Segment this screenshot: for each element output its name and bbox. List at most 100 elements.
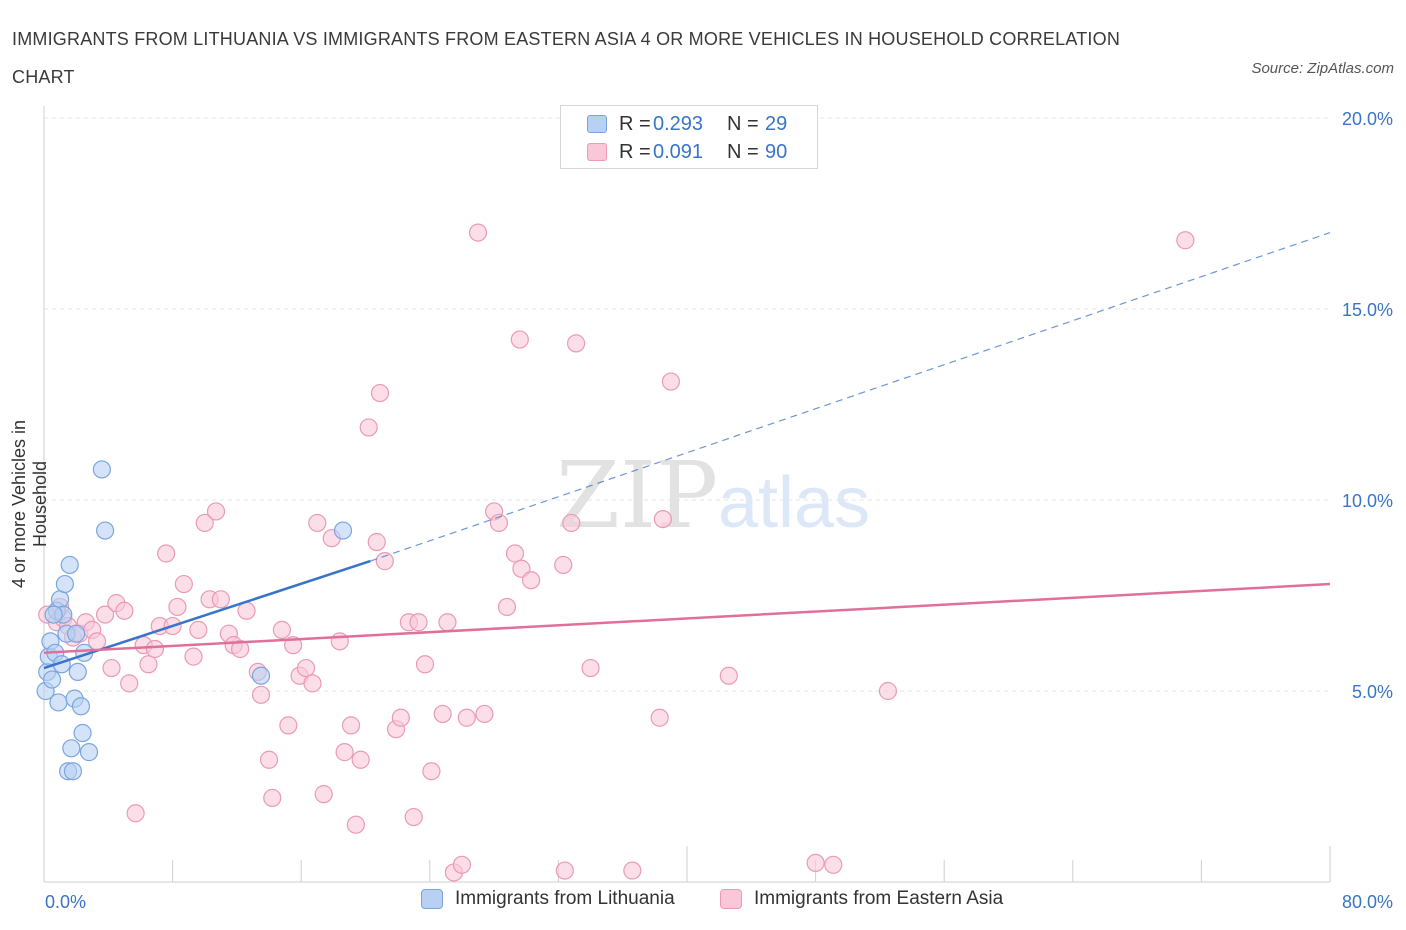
lithuania-point [63,762,83,781]
eastern-asia-point [510,330,529,349]
eastern-asia-point [351,750,370,769]
lithuania-trend-extension [370,232,1331,562]
watermark: ZIP atlas [556,442,870,549]
lithuania-point [333,521,353,540]
legend-n-label: N = [727,112,759,135]
legend-r-value: 0.293 [653,112,704,135]
eastern-asia-point [404,807,423,827]
eastern-asia-point [438,613,457,632]
series-name-eastern-asia: Immigrants from Eastern Asia [754,888,1004,909]
legend-n-value: 29 [765,112,788,135]
x-tick-label-min: 0.0% [45,892,86,912]
eastern-asia-points [38,223,1195,882]
eastern-asia-point [335,743,354,762]
eastern-asia-point [279,716,298,735]
lithuania-point [50,590,70,609]
eastern-asia-point [341,716,361,735]
series-name-lithuania: Immigrants from Lithuania [455,888,675,909]
eastern-asia-point [391,708,410,727]
eastern-asia-point [330,632,349,651]
eastern-asia-point [184,647,203,666]
eastern-asia-point [259,750,279,769]
eastern-asia-point [95,605,115,624]
y-axis-label: 4 or more Vehicles in Household [9,419,50,589]
eastern-asia-point [1176,231,1195,250]
eastern-asia-point [174,574,193,594]
trend-lines [43,232,1331,670]
eastern-asia-point [566,334,586,353]
eastern-asia-point [422,762,441,781]
eastern-asia-point [231,639,250,659]
lithuania-point [67,624,86,643]
eastern-asia-point [263,788,282,808]
tick-labels: 5.0% 10.0% 15.0% 20.0% 0.0% 80.0% [45,109,1393,912]
eastern-asia-point [168,597,187,617]
eastern-asia-point [623,861,642,880]
legend-swatch-pink [587,143,607,161]
eastern-asia-point [115,601,134,620]
eastern-asia-point [296,658,316,678]
y-tick-label: 10.0% [1342,491,1393,511]
series-swatch-pink [720,889,742,909]
lithuania-point [71,697,91,716]
legend-n-label: N = [727,140,759,163]
eastern-asia-point [195,513,214,533]
eastern-asia-point [719,666,738,685]
eastern-asia-point [367,532,386,552]
eastern-asia-point [468,223,488,242]
eastern-asia-point [206,502,226,521]
series-swatch-blue [421,889,443,909]
eastern-asia-point [555,861,574,880]
eastern-asia-point [189,620,208,639]
eastern-asia-point [457,708,476,727]
eastern-asia-point [308,513,327,533]
x-tick-label-max: 80.0% [1342,892,1393,912]
eastern-asia-point [475,704,494,724]
source-label: Source: ZipAtlas.com [1251,60,1394,77]
legend-swatch-blue [587,115,607,133]
eastern-asia-point [562,513,581,533]
eastern-asia-point [452,855,472,874]
eastern-asia-point [824,855,843,874]
lithuania-point [49,693,68,712]
lithuania-point [62,739,81,758]
eastern-asia-point [120,674,139,693]
axes [43,106,1331,883]
eastern-asia-point [102,658,121,678]
eastern-asia-point [211,590,230,609]
eastern-asia-point [497,597,517,617]
eastern-asia-point [370,383,390,403]
series-legend-eastern-asia: Immigrants from Eastern Asia [720,888,1003,910]
eastern-asia-point [157,544,176,563]
lithuania-point [251,666,271,685]
eastern-asia-point [806,853,825,873]
eastern-asia-point [505,544,525,563]
eastern-asia-point [314,785,333,804]
eastern-asia-point [489,513,509,533]
lithuania-points [36,460,353,781]
eastern-asia-point [433,704,452,724]
eastern-asia-point [272,620,292,639]
legend-n-value: 90 [765,140,788,163]
eastern-asia-point [346,815,365,834]
lithuania-point [44,605,63,624]
series-legend-lithuania: Immigrants from Lithuania [421,888,675,910]
legend-r-label: R = [619,112,651,135]
lithuania-point [55,574,74,594]
eastern-asia-point [303,674,322,693]
lithuania-point [68,662,87,682]
legend-r-value: 0.091 [653,140,704,163]
y-tick-label: 15.0% [1342,300,1393,320]
y-tick-label: 5.0% [1352,682,1393,702]
eastern-asia-point [126,804,145,823]
lithuania-point [60,555,79,575]
chart-title: IMMIGRANTS FROM LITHUANIA VS IMMIGRANTS … [12,29,1121,87]
eastern-asia-point [661,372,681,391]
lithuania-trend-line [43,559,371,670]
lithuania-point [79,743,99,762]
eastern-asia-point [878,681,898,701]
legend-r-label: R = [619,140,651,163]
lithuania-point [42,670,62,689]
eastern-asia-point [375,552,394,571]
